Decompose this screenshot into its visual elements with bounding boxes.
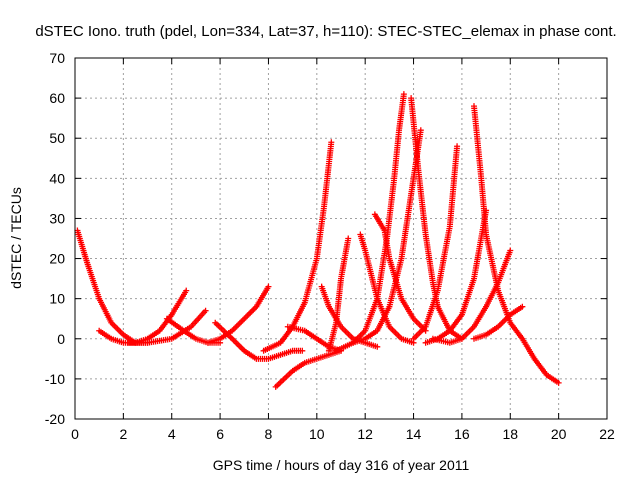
series-pass-15 [371,211,429,334]
data-point [507,247,514,254]
series-pass-21 [471,303,526,342]
data-point [417,127,424,134]
data-point [374,343,381,350]
y-tick-label: 20 [49,251,65,267]
axis-ticks: 0 2 4 6 8 10 12 14 16 18 20 22 -20 -10 0 10 20 30 40 50 60 70 [45,50,615,442]
x-axis-label: GPS time / hours of day 316 of year 2011 [213,457,470,473]
y-tick-label: 30 [49,210,65,226]
x-tick-label: 18 [502,426,518,442]
chart-title: dSTEC Iono. truth (pdel, Lon=334, Lat=37… [35,23,616,40]
y-tick-label: 10 [49,291,65,307]
data-point [454,143,461,150]
series-pass-13 [357,231,417,346]
data-point [265,283,272,290]
y-tick-label: 60 [49,90,65,106]
y-tick-label: -20 [45,411,65,427]
data-point [183,287,190,294]
series-pass-14 [350,127,424,346]
data-point [519,303,526,310]
data-point [555,379,562,386]
y-axis-label: dSTEC / TECUs [8,187,24,289]
x-tick-label: 16 [454,426,470,442]
x-tick-label: 20 [551,426,567,442]
series-pass-16 [408,95,465,342]
series-pass-6 [212,319,306,362]
x-tick-label: 12 [357,426,373,442]
y-tick-label: 0 [57,331,65,347]
x-tick-label: 0 [71,426,79,442]
x-tick-label: 4 [168,426,176,442]
data-markers [74,91,562,390]
x-tick-label: 10 [309,426,325,442]
y-tick-label: 40 [49,170,65,186]
x-tick-label: 8 [265,426,273,442]
y-tick-label: -10 [45,371,65,387]
plot-frame [74,57,608,420]
data-point [328,139,335,146]
series-pass-11 [325,235,352,354]
x-tick-label: 22 [599,426,615,442]
x-tick-label: 2 [119,426,127,442]
series-pass-20 [429,247,514,346]
data-point [345,235,352,242]
data-point [202,307,209,314]
series-pass-5 [205,283,272,346]
x-tick-label: 6 [216,426,224,442]
series-pass-1 [74,227,151,346]
series-pass-12 [333,91,407,354]
y-tick-label: 50 [49,130,65,146]
grid-lines [75,58,607,419]
y-tick-label: 70 [49,50,65,66]
data-point [400,91,407,98]
data-point [299,347,306,354]
series-pass-7 [260,139,335,354]
series-pass-19 [471,103,562,386]
x-tick-label: 14 [406,426,422,442]
series-pass-17 [410,143,461,342]
